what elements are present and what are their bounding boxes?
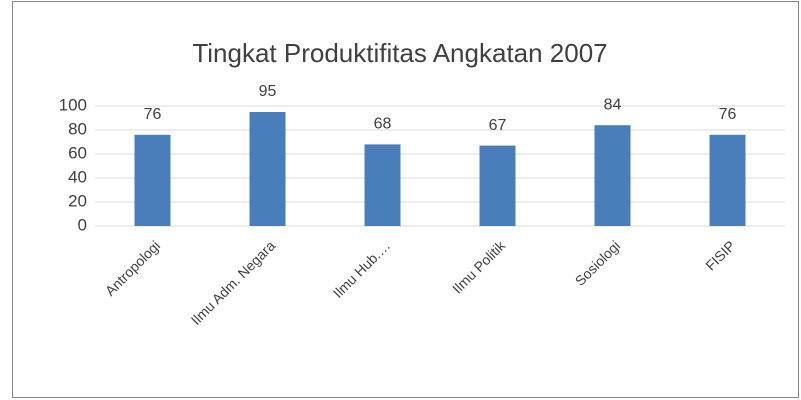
y-tick-label: 40	[68, 167, 87, 186]
y-tick-label: 20	[68, 191, 87, 210]
data-label: 95	[259, 83, 277, 100]
data-label: 67	[489, 117, 507, 134]
bar	[364, 144, 401, 226]
bar	[479, 145, 516, 226]
chart-title: Tingkat Produktifitas Angkatan 2007	[192, 38, 607, 68]
data-label: 76	[144, 106, 162, 123]
data-label: 68	[374, 116, 392, 133]
y-tick-label: 0	[78, 215, 87, 234]
y-tick-label: 60	[68, 143, 87, 162]
bar	[709, 134, 746, 226]
bar	[134, 134, 171, 226]
y-tick-label: 80	[68, 119, 87, 138]
bar	[594, 125, 631, 226]
data-label: 84	[604, 96, 622, 113]
y-tick-label: 100	[59, 95, 87, 114]
data-label: 76	[719, 106, 737, 123]
bar	[249, 112, 286, 226]
